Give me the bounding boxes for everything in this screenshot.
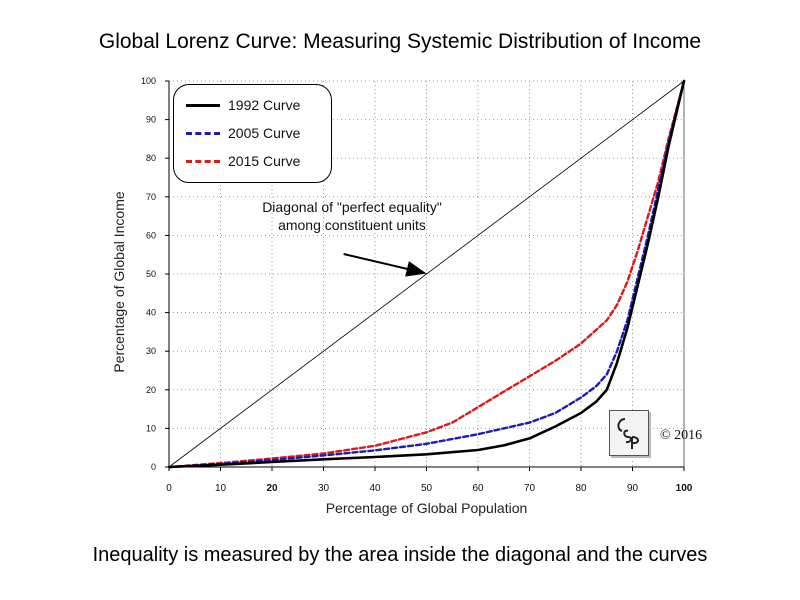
legend-label-1992: 1992 Curve: [228, 97, 301, 113]
x-tick-label: 70: [524, 483, 536, 494]
x-tick-label: 20: [266, 483, 278, 494]
x-axis-label: Percentage of Global Population: [325, 500, 528, 516]
y-tick-label: 100: [141, 76, 156, 86]
y-tick-label: 90: [146, 115, 156, 125]
legend-item-1992: 1992 Curve: [186, 95, 300, 115]
diagonal-annotation: Diagonal of "perfect equality" among con…: [222, 198, 482, 234]
chart-legend: 1992 Curve 2005 Curve 2015 Curve: [173, 84, 332, 183]
csp-logo: [609, 410, 649, 456]
y-tick-label: 30: [146, 346, 156, 356]
y-axis-label: Percentage of Global Income: [111, 191, 127, 373]
y-tick-label: 60: [146, 230, 156, 240]
x-tick-label: 10: [215, 483, 227, 494]
legend-swatch-2005: [186, 131, 220, 135]
x-tick-label: 100: [676, 483, 693, 494]
x-tick-label: 0: [166, 483, 172, 494]
axis-layer: [165, 80, 685, 471]
series-line-1992: [167, 79, 686, 469]
x-tick-label: 80: [575, 483, 587, 494]
annotation-line-2: among constituent units: [278, 217, 426, 233]
legend-label-2005: 2005 Curve: [228, 125, 301, 141]
x-tick-label: 50: [421, 483, 433, 494]
y-tick-label: 0: [151, 462, 156, 472]
annotation-line-1: Diagonal of "perfect equality": [262, 199, 442, 215]
footer-caption: Inequality is measured by the area insid…: [92, 544, 708, 566]
x-tick-label: 30: [318, 483, 330, 494]
copyright-text: © 2016: [660, 428, 703, 443]
legend-swatch-2015: [186, 159, 220, 163]
y-tick-label: 20: [146, 385, 156, 395]
chart-title: Global Lorenz Curve: Measuring Systemic …: [98, 30, 702, 53]
x-tick-label: 90: [627, 483, 639, 494]
legend-item-2015: 2015 Curve: [186, 151, 300, 171]
y-tick-label: 10: [146, 423, 156, 433]
tick-label-layer: 0 10 20 30 40 50 60 70 80 90 100 0 10 20 30 40 50 60 70 80 9…: [141, 76, 693, 494]
y-tick-label: 80: [146, 153, 156, 163]
legend-swatch-1992: [186, 103, 220, 107]
series-line-2015: [167, 79, 686, 469]
y-tick-label: 70: [146, 192, 156, 202]
series-layer: [167, 79, 686, 469]
x-tick-label: 40: [369, 483, 381, 494]
legend-item-2005: 2005 Curve: [186, 123, 300, 143]
annotation-arrow-layer: [343, 253, 427, 277]
equality-diagonal: [168, 80, 685, 468]
legend-label-2015: 2015 Curve: [228, 153, 301, 169]
series-line-2005: [167, 79, 686, 469]
y-tick-label: 50: [146, 269, 156, 279]
annotation-arrow: [343, 253, 427, 277]
y-tick-label: 40: [146, 308, 156, 318]
x-tick-label: 60: [472, 483, 484, 494]
